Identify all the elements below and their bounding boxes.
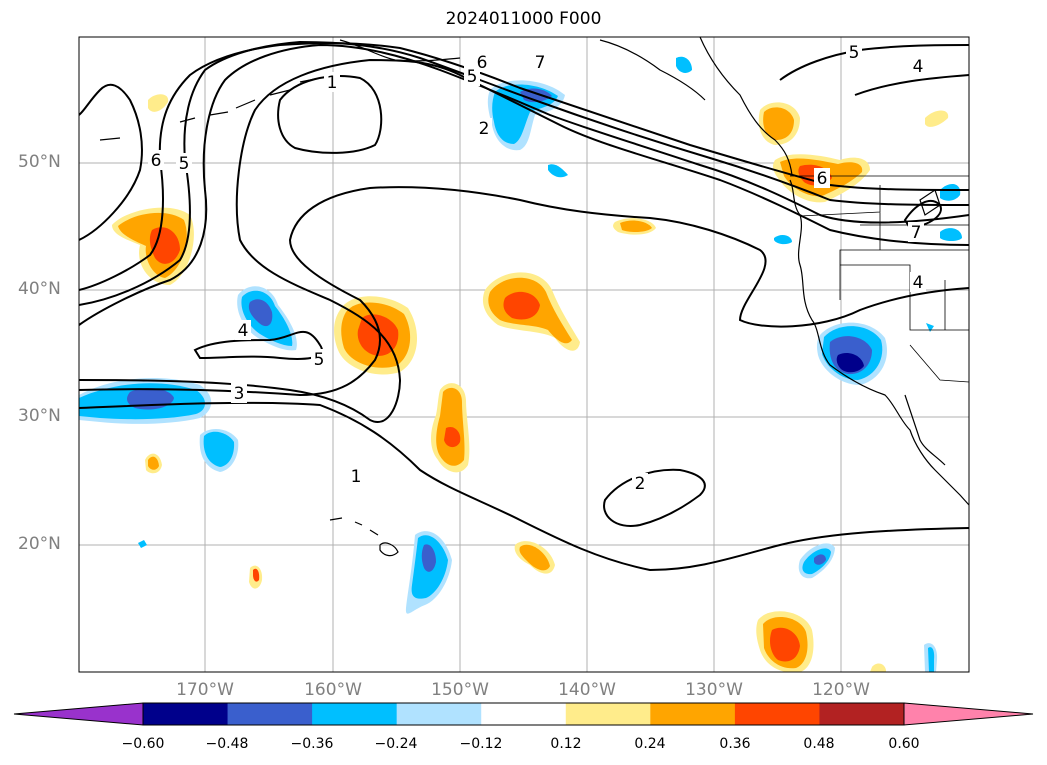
contour-label: 5: [467, 67, 478, 87]
contour-label: 1: [351, 467, 362, 487]
contour-label: 4: [913, 273, 924, 293]
contour-label: 6: [817, 169, 828, 189]
colorbar-tick: 0.48: [803, 736, 835, 752]
contour-label: 5: [179, 154, 190, 174]
lat-label-50n: 50°N: [18, 152, 61, 172]
colorbar-tick: 0.60: [888, 736, 920, 752]
colorbar-tick: −0.48: [205, 736, 249, 752]
colorbar-box: [396, 703, 482, 725]
colorbar-box: [650, 703, 736, 725]
contour-label: 6: [151, 151, 162, 171]
contour-label-layer: 1 2 2 3 4 4 4 5 5 5 5 6 6 6 1 7 7: [148, 42, 926, 494]
colorbar: [13, 702, 1034, 726]
colorbar-tick: −0.36: [290, 736, 334, 752]
map-frame: [78, 36, 970, 673]
colorbar-tick: −0.12: [459, 736, 503, 752]
colorbar-box: [227, 703, 313, 725]
lon-label-140w: 140°W: [558, 680, 616, 700]
contour-label: 3: [234, 384, 245, 404]
colorbar-extend-max: [903, 702, 1034, 726]
contour-lines: [79, 40, 969, 572]
colorbar-box: [143, 703, 229, 725]
map-title: 2024011000 F000: [445, 9, 602, 29]
contour-label: 4: [913, 57, 924, 77]
colorbar-tick: 0.12: [550, 736, 582, 752]
contour-label: 7: [911, 223, 922, 243]
contour-label: 2: [479, 119, 490, 139]
contour-label: 5: [314, 350, 325, 370]
lon-label-160w: 160°W: [304, 680, 362, 700]
contour-label: 2: [635, 474, 646, 494]
lon-label-150w: 150°W: [431, 680, 489, 700]
colorbar-tick: −0.24: [374, 736, 418, 752]
colorbar-box: [819, 703, 905, 725]
lon-label-130w: 130°W: [685, 680, 743, 700]
lat-label-20n: 20°N: [18, 534, 61, 554]
lat-label-40n: 40°N: [18, 279, 61, 299]
lat-label-30n: 30°N: [18, 406, 61, 426]
contour-label: 4: [238, 321, 249, 341]
colorbar-box: [565, 703, 651, 725]
colorbar-box: [312, 703, 398, 725]
lon-label-120w: 120°W: [812, 680, 870, 700]
colorbar-box: [734, 703, 820, 725]
colorbar-tick: 0.36: [719, 736, 751, 752]
colorbar-tick: −0.60: [121, 736, 165, 752]
colorbar-extend-min: [13, 702, 144, 726]
colorbar-box: [481, 703, 567, 725]
contour-label: 5: [849, 43, 860, 63]
lon-label-170w: 170°W: [176, 680, 234, 700]
contour-label: 7: [535, 53, 546, 73]
contour-label: 1: [327, 73, 338, 93]
colorbar-tick: 0.24: [634, 736, 666, 752]
contour-label: 6: [477, 53, 488, 73]
